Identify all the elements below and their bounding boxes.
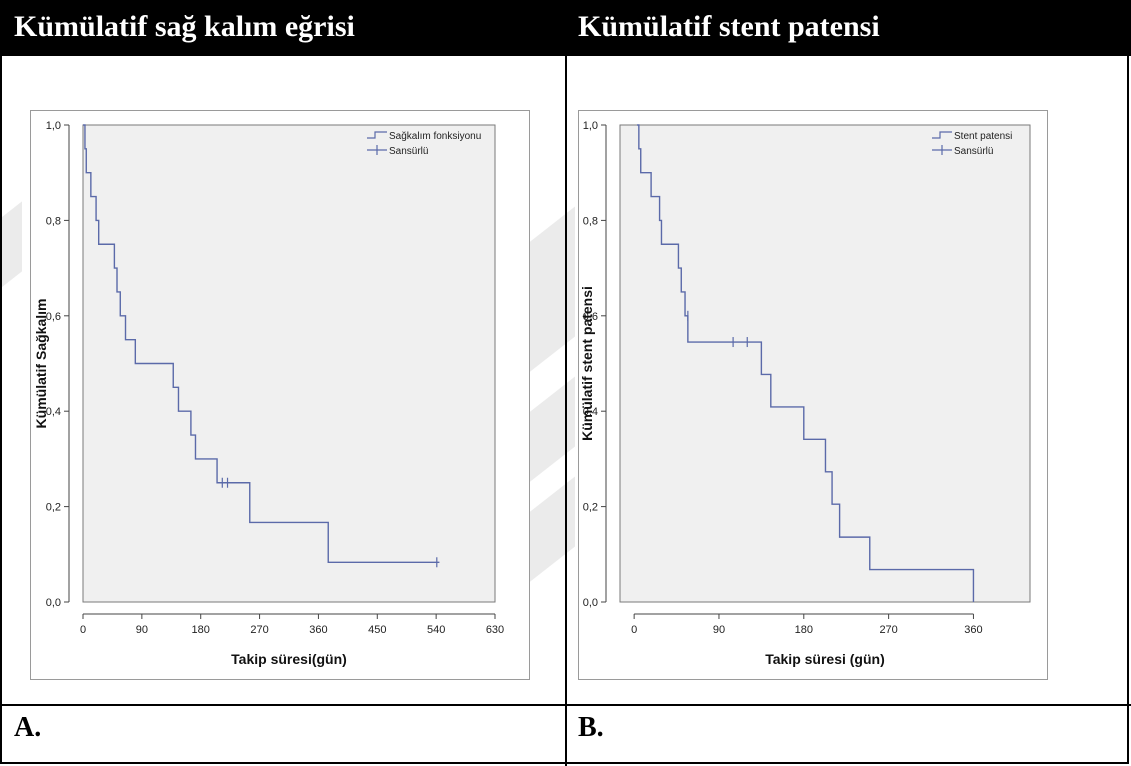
x-tick-label: 180 [192, 624, 210, 636]
x-tick-label: 540 [427, 624, 445, 636]
row-divider [0, 704, 1131, 706]
y-tick-label: 1,0 [46, 120, 61, 132]
legend-line-symbol [932, 131, 952, 139]
x-axis-title: Takip süresi(gün) [231, 651, 347, 667]
y-tick-label: 1,0 [583, 120, 598, 132]
y-tick-label: 0,4 [46, 406, 61, 418]
left-title: Kümülatif sağ kalım eğrisi [14, 10, 355, 43]
chart-b-stent-patency: 0 90 180 270 360 0,0 0,2 0,4 0,6 0,8 1,0 Takip süre… [578, 110, 1048, 680]
header-bar: Kümülatif sağ kalım eğrisi Kümülatif ste… [0, 0, 1131, 56]
legend-entry-censored: Sansürlü [389, 146, 428, 157]
step-curve-0 [83, 124, 440, 563]
x-tick-label: 450 [368, 624, 386, 636]
x-axis-title: Takip süresi (gün) [765, 651, 885, 667]
legend-line-symbol [367, 131, 387, 139]
y-axis-title: Kümülatif Sağkalım [33, 299, 49, 429]
chart-a-survival: 0 90 180 270 360 450 540 630 0,0 0,2 0,4 0,6 0,8 1,0 T… [30, 110, 530, 680]
y-axis-title: Kümülatif stent patensi [579, 286, 595, 441]
x-tick-label: 270 [250, 624, 268, 636]
x-tick-label: 360 [309, 624, 327, 636]
y-tick-label: 0,0 [583, 597, 598, 609]
y-tick-label: 0,0 [46, 597, 61, 609]
x-tick-label: 630 [486, 624, 504, 636]
step-curve-0 [636, 124, 975, 602]
x-tick-label: 90 [136, 624, 148, 636]
x-tick-label: 270 [879, 624, 897, 636]
y-tick-label: 0,2 [46, 502, 61, 514]
x-tick-label: 0 [631, 624, 637, 636]
x-tick-label: 360 [964, 624, 982, 636]
right-title: Kümülatif stent patensi [578, 10, 880, 43]
y-tick-label: 0,2 [583, 502, 598, 514]
y-tick-label: 0,6 [583, 311, 598, 323]
plot-area [619, 124, 1031, 603]
column-divider [565, 56, 567, 766]
legend-entry-survival: Sağkalım fonksiyonu [389, 131, 481, 142]
y-tick-label: 0,6 [46, 311, 61, 323]
legend-entry-survival: Stent patensi [954, 131, 1012, 142]
y-tick-label: 0,8 [46, 215, 61, 227]
x-tick-label: 180 [795, 624, 813, 636]
x-tick-label: 90 [713, 624, 725, 636]
panel-label-b: B. [578, 712, 604, 743]
figure-frame [0, 56, 1129, 764]
x-tick-label: 0 [80, 624, 86, 636]
y-tick-label: 0,4 [583, 406, 598, 418]
y-tick-label: 0,8 [583, 215, 598, 227]
legend-entry-censored: Sansürlü [954, 146, 993, 157]
panel-label-a: A. [14, 712, 42, 743]
